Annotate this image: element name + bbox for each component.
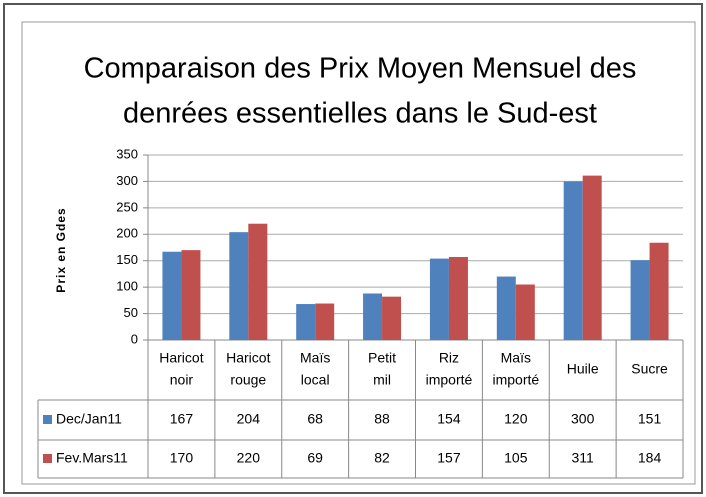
bar — [296, 304, 316, 340]
x-tick-label: importé — [426, 372, 473, 388]
table-value: 157 — [437, 450, 461, 466]
bar — [563, 181, 583, 340]
x-tick-label: Haricot — [159, 350, 203, 366]
table-value: 300 — [571, 411, 595, 427]
table-value: 311 — [572, 450, 595, 466]
chart-title: denrées essentielles dans le Sud-est — [123, 98, 597, 130]
table-value: 82 — [374, 450, 390, 466]
legend-label: Dec/Jan11 — [56, 411, 122, 427]
table-value: 105 — [504, 450, 528, 466]
x-tick-label: Maïs — [501, 350, 531, 366]
bar — [315, 303, 335, 340]
table-value: 154 — [437, 411, 461, 427]
bar — [162, 251, 182, 340]
bar — [496, 276, 516, 340]
x-tick-label: Petit — [368, 350, 396, 366]
bar — [181, 250, 201, 340]
bar — [649, 242, 669, 340]
chart-title: Comparaison des Prix Moyen Mensuel des — [84, 53, 637, 85]
y-tick-label: 350 — [116, 146, 138, 161]
x-tick-label: mil — [373, 372, 391, 388]
table-value: 151 — [638, 411, 662, 427]
y-tick-label: 100 — [116, 279, 138, 294]
bar — [448, 257, 468, 340]
bar — [429, 258, 449, 340]
table-value: 68 — [307, 411, 323, 427]
x-tick-label: importé — [492, 372, 539, 388]
y-tick-label: 300 — [116, 173, 138, 188]
bar — [630, 260, 650, 340]
table-value: 170 — [170, 450, 194, 466]
table-value: 184 — [638, 450, 662, 466]
bar — [515, 284, 535, 340]
x-tick-label: local — [301, 372, 330, 388]
table-value: 220 — [237, 450, 261, 466]
bar — [582, 175, 602, 340]
table-value: 120 — [504, 411, 528, 427]
bar — [248, 223, 268, 340]
legend-key — [43, 454, 52, 463]
bar — [382, 296, 402, 340]
y-tick-label: 150 — [116, 252, 138, 267]
x-tick-label: rouge — [230, 372, 266, 388]
table-value: 167 — [170, 411, 194, 427]
table-value: 204 — [237, 411, 261, 427]
bar — [229, 232, 249, 340]
legend-key — [43, 415, 52, 424]
x-tick-label: Maïs — [300, 350, 330, 366]
table-value: 88 — [374, 411, 390, 427]
x-tick-label: Haricot — [226, 350, 270, 366]
x-tick-label: Riz — [439, 350, 459, 366]
x-tick-label: noir — [170, 372, 194, 388]
x-tick-label: Sucre — [631, 361, 668, 377]
y-tick-label: 200 — [116, 226, 138, 241]
y-tick-label: 50 — [124, 305, 138, 320]
y-tick-label: 250 — [116, 199, 138, 214]
y-tick-label: 0 — [131, 331, 138, 346]
y-axis-label: Prix en Gdes — [54, 207, 68, 292]
bar — [363, 293, 383, 340]
x-tick-label: Huile — [567, 361, 599, 377]
legend-label: Fev.Mars11 — [56, 450, 128, 466]
table-value: 69 — [307, 450, 323, 466]
